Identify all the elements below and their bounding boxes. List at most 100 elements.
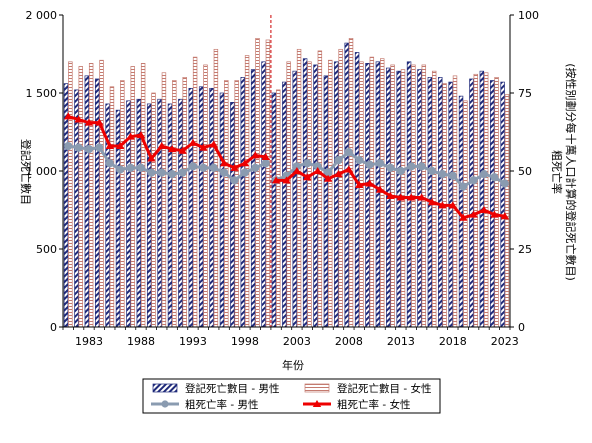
bar-male-2008 xyxy=(344,42,349,328)
point-rate-female-2013 xyxy=(396,193,406,201)
bar-female-1985 xyxy=(109,86,115,328)
y-left-tick-label-1: 500 xyxy=(36,243,57,256)
point-rate-female-1988 xyxy=(136,131,146,139)
bar-male-2009 xyxy=(354,52,360,328)
point-rate-male-1991 xyxy=(168,170,177,179)
point-rate-female-1989 xyxy=(147,154,156,162)
point-rate-female-2019 xyxy=(459,213,468,221)
point-rate-female-1982 xyxy=(74,115,83,123)
bar-male-2021 xyxy=(479,70,485,328)
point-rate-male-2010 xyxy=(365,160,374,169)
point-rate-female-1985 xyxy=(105,142,114,150)
point-rate-male-1999 xyxy=(251,163,260,172)
y-left-tick-label-0: 0 xyxy=(50,321,57,334)
bar-male-1994 xyxy=(198,86,204,328)
x-tick-label-2018: 2018 xyxy=(439,335,467,348)
point-rate-male-2000 xyxy=(261,159,270,168)
bar-male-2000 xyxy=(261,61,266,328)
bar-female-1996 xyxy=(224,80,229,328)
bar-female-2001 xyxy=(276,89,281,328)
bar-male-2014 xyxy=(406,61,412,328)
point-rate-male-2017 xyxy=(438,170,447,179)
bar-female-1987 xyxy=(130,66,135,328)
y-left-tick-label-4: 2 000 xyxy=(26,9,58,22)
y-right-tick-label-1: 25 xyxy=(518,243,532,256)
bar-male-1999 xyxy=(250,69,256,328)
point-rate-male-1996 xyxy=(220,168,229,177)
bar-female-2016 xyxy=(431,70,437,328)
bar-male-1996 xyxy=(219,92,225,328)
point-rate-female-1983 xyxy=(84,118,94,126)
point-rate-female-1999 xyxy=(251,151,260,159)
bar-female-2000 xyxy=(265,39,271,328)
bar-female-2003 xyxy=(296,48,302,328)
legend-item-rate-female-marker xyxy=(312,400,322,407)
point-rate-male-1982 xyxy=(74,143,83,152)
bar-male-2002 xyxy=(282,81,287,328)
bar-female-2023 xyxy=(504,94,510,328)
bar-female-2005 xyxy=(317,50,323,328)
x-tick-label-2013: 2013 xyxy=(387,335,415,348)
lines-layer xyxy=(63,112,510,221)
bar-female-1981 xyxy=(68,61,73,328)
x-tick-label-1998: 1998 xyxy=(231,335,259,348)
point-rate-female-2015 xyxy=(417,193,426,201)
point-rate-male-1995 xyxy=(209,163,218,172)
bar-male-2001 xyxy=(271,92,277,328)
point-rate-male-2015 xyxy=(417,162,426,171)
point-rate-female-2005 xyxy=(313,167,322,174)
point-rate-female-2006 xyxy=(323,174,333,182)
point-rate-female-2011 xyxy=(375,185,385,193)
x-tick-label-1993: 1993 xyxy=(179,335,207,348)
bar-male-1990 xyxy=(157,98,162,328)
x-tick-label-1983: 1983 xyxy=(75,335,103,348)
y-left-tick-label-3: 1 500 xyxy=(26,87,58,100)
legend-item-deaths-female: 登記死亡數目 - 女性 xyxy=(304,382,431,395)
bar-female-2009 xyxy=(359,61,364,328)
bar-male-1991 xyxy=(167,103,173,328)
point-rate-female-2020 xyxy=(469,210,478,218)
bar-female-1982 xyxy=(78,66,83,328)
point-rate-male-1988 xyxy=(136,163,146,172)
point-rate-male-1986 xyxy=(116,165,125,174)
point-rate-male-1997 xyxy=(230,176,239,185)
point-rate-male-1985 xyxy=(105,159,114,168)
bar-male-2005 xyxy=(313,64,318,328)
bar-male-1983 xyxy=(84,75,90,328)
bar-female-1991 xyxy=(172,80,177,328)
point-rate-female-2009 xyxy=(355,181,364,189)
point-rate-female-2004 xyxy=(303,173,312,181)
x-tick-label-2023: 2023 xyxy=(491,335,519,348)
bar-male-2006 xyxy=(323,75,329,328)
bar-female-1993 xyxy=(192,56,198,328)
point-rate-female-2010 xyxy=(365,179,374,187)
bar-male-1986 xyxy=(115,109,121,328)
point-rate-male-2019 xyxy=(459,182,468,191)
bar-male-2011 xyxy=(375,61,381,328)
bar-female-2018 xyxy=(452,75,458,328)
bar-female-1999 xyxy=(255,38,260,328)
point-rate-male-1993 xyxy=(188,162,198,171)
y-right-tick-label-3: 75 xyxy=(518,87,532,100)
bar-female-2019 xyxy=(463,100,468,328)
bar-female-2021 xyxy=(483,72,489,328)
bar-male-1998 xyxy=(240,77,245,328)
bar-male-1989 xyxy=(146,103,152,328)
bar-male-1997 xyxy=(230,102,235,328)
legend-box xyxy=(142,378,441,414)
point-rate-male-2016 xyxy=(427,166,437,176)
legend-item-rate-male-marker xyxy=(161,400,169,408)
point-rate-female-1987 xyxy=(126,132,135,140)
legend-item-rate-female: 粗死亡率 - 女性 xyxy=(303,398,410,411)
bar-female-1995 xyxy=(213,48,219,328)
y-right-tick-label-0: 0 xyxy=(518,321,525,334)
bar-female-1998 xyxy=(244,55,250,328)
point-rate-female-2007 xyxy=(334,170,343,178)
legend-item-deaths-male: 登記死亡數目 - 男性 xyxy=(152,382,279,395)
point-rate-male-2022 xyxy=(490,173,499,182)
bar-male-2007 xyxy=(334,61,339,328)
bar-female-2004 xyxy=(307,61,312,328)
bar-male-2017 xyxy=(438,77,443,328)
